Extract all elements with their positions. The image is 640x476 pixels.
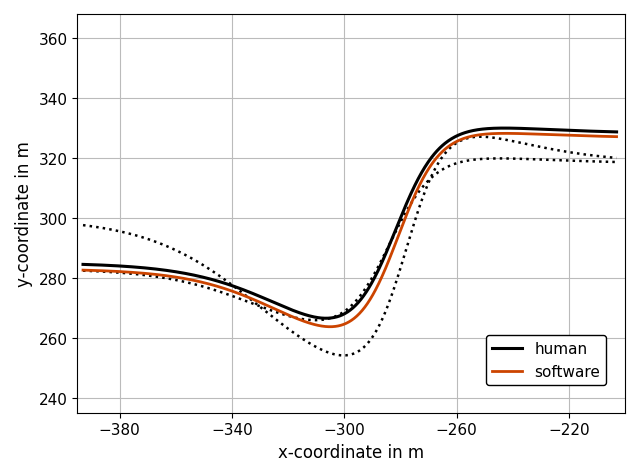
human [404,199,412,205]
software [112,269,120,275]
human [540,127,548,133]
human [612,130,620,136]
Y-axis label: y-coordinate in m: y-coordinate in m [15,141,33,287]
software [390,246,397,252]
software [540,132,548,138]
Line: software: software [83,134,616,327]
software [501,131,509,137]
human [79,262,87,268]
human [323,316,330,321]
software [612,135,620,140]
human [500,126,508,132]
human [390,233,397,238]
human [484,127,492,132]
software [326,324,334,330]
software [404,210,412,216]
Legend: human, software: human, software [486,336,607,386]
human [420,167,428,173]
human [112,263,120,269]
software [79,268,87,273]
X-axis label: x-coordinate in m: x-coordinate in m [278,443,424,461]
software [484,132,492,138]
Line: human: human [83,129,616,318]
software [420,175,428,181]
